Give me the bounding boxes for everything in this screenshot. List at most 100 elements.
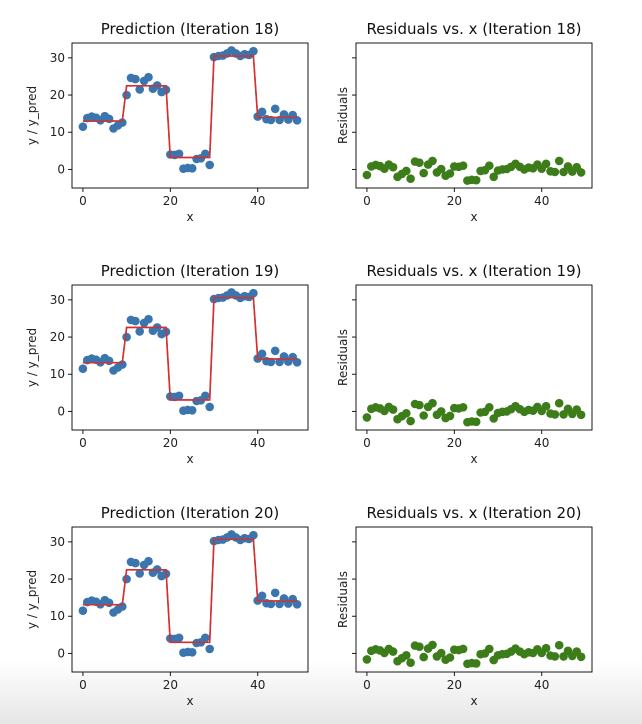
data-point [131,74,140,84]
x-axis-label: x [470,210,477,224]
y-tick-label: 30 [50,535,65,549]
x-axis-label: x [470,452,477,466]
data-point [201,633,210,643]
data-point [187,406,197,415]
residual-point [419,411,429,420]
residual-point [436,648,446,658]
y-tick-label: 20 [50,88,65,102]
residual-point [550,652,560,661]
residual-point [419,652,429,662]
prediction-line [82,55,298,159]
data-point [292,358,302,367]
residual-point [406,658,415,667]
data-point [270,588,280,598]
data-point [135,327,144,336]
x-tick-label: 40 [250,436,265,450]
data-point [144,556,153,566]
residual-point [458,403,468,412]
prediction-line [82,296,298,401]
residual-point [445,411,455,421]
x-tick-label: 20 [447,436,462,450]
y-tick-label: 30 [50,51,65,65]
residual-point [471,417,481,427]
residual-point [471,175,481,185]
y-tick-label: 0 [57,162,65,176]
data-point [78,122,88,131]
y-axis-label: y / y_pred [25,86,39,145]
data-point [205,160,214,170]
y-tick-label: 10 [50,125,65,139]
subplot-5: Prediction (Iteration 20) 0 20 40 0 10 20 30 x y … [25,504,309,708]
residual-point [415,642,424,651]
data-point [131,316,140,326]
residual-point [458,161,468,170]
y-tick-label: 10 [50,609,65,623]
residual-point [550,167,560,177]
residual-point [576,410,586,420]
x-tick-label: 20 [447,194,462,208]
y-tick-label: 20 [50,330,65,344]
y-axis-label: y / y_pred [25,328,39,387]
prediction-line-overlay [82,538,298,643]
x-axis-label: x [470,694,477,708]
subplot-title: Residuals vs. x (Iteration 19) [367,262,582,280]
data-point [144,72,153,82]
residual-point [388,405,398,414]
residual-point [428,640,437,650]
data-point [187,648,197,657]
axes-frame [355,284,593,431]
subplot-6: Residuals vs. x (Iteration 20) 0 20 40 x Resi… [336,504,593,708]
residual-point [415,400,424,410]
data-point [249,530,258,540]
data-point [292,116,302,125]
axes-frame [71,526,309,673]
x-axis-label: x [186,210,193,224]
x-tick-label: 20 [163,678,178,692]
axes-frame [355,526,593,673]
subplot-title: Residuals vs. x (Iteration 18) [367,20,582,38]
axes-frame [71,284,309,431]
x-tick-label: 0 [363,678,371,692]
prediction-line-overlay [82,296,298,401]
y-tick-label: 0 [57,404,65,418]
subplot-title: Residuals vs. x (Iteration 20) [367,504,582,522]
data-point [249,46,258,56]
data-point [144,314,153,324]
residual-point [445,653,455,662]
residual-point [550,410,560,419]
residual-point [485,403,494,412]
residual-point [485,644,494,654]
data-point [104,356,114,366]
data-point [78,606,88,615]
x-tick-label: 40 [534,678,549,692]
x-tick-label: 20 [163,194,178,208]
residual-point [436,164,446,174]
residual-point [541,643,551,653]
plot-area [362,640,586,669]
y-tick-label: 0 [57,646,65,660]
data-point [78,364,88,374]
residual-point [415,158,424,167]
data-point [201,391,210,401]
x-tick-label: 0 [79,436,87,450]
y-tick-label: 20 [50,572,65,586]
data-point [122,90,131,100]
residual-point [402,651,411,660]
residual-point [541,401,551,411]
residual-point [541,159,551,169]
plot-area [78,288,302,416]
plot-area [78,46,302,173]
axes-frame [71,42,309,189]
data-point [187,164,197,173]
prediction-line-overlay [82,55,298,159]
data-point [131,558,140,568]
data-point [270,104,280,114]
residual-point [458,644,468,654]
data-point [270,346,280,356]
prediction-line [82,538,298,644]
residual-point [445,169,455,178]
x-tick-label: 20 [447,678,462,692]
y-tick-label: 10 [50,367,65,381]
residual-point [554,156,564,166]
